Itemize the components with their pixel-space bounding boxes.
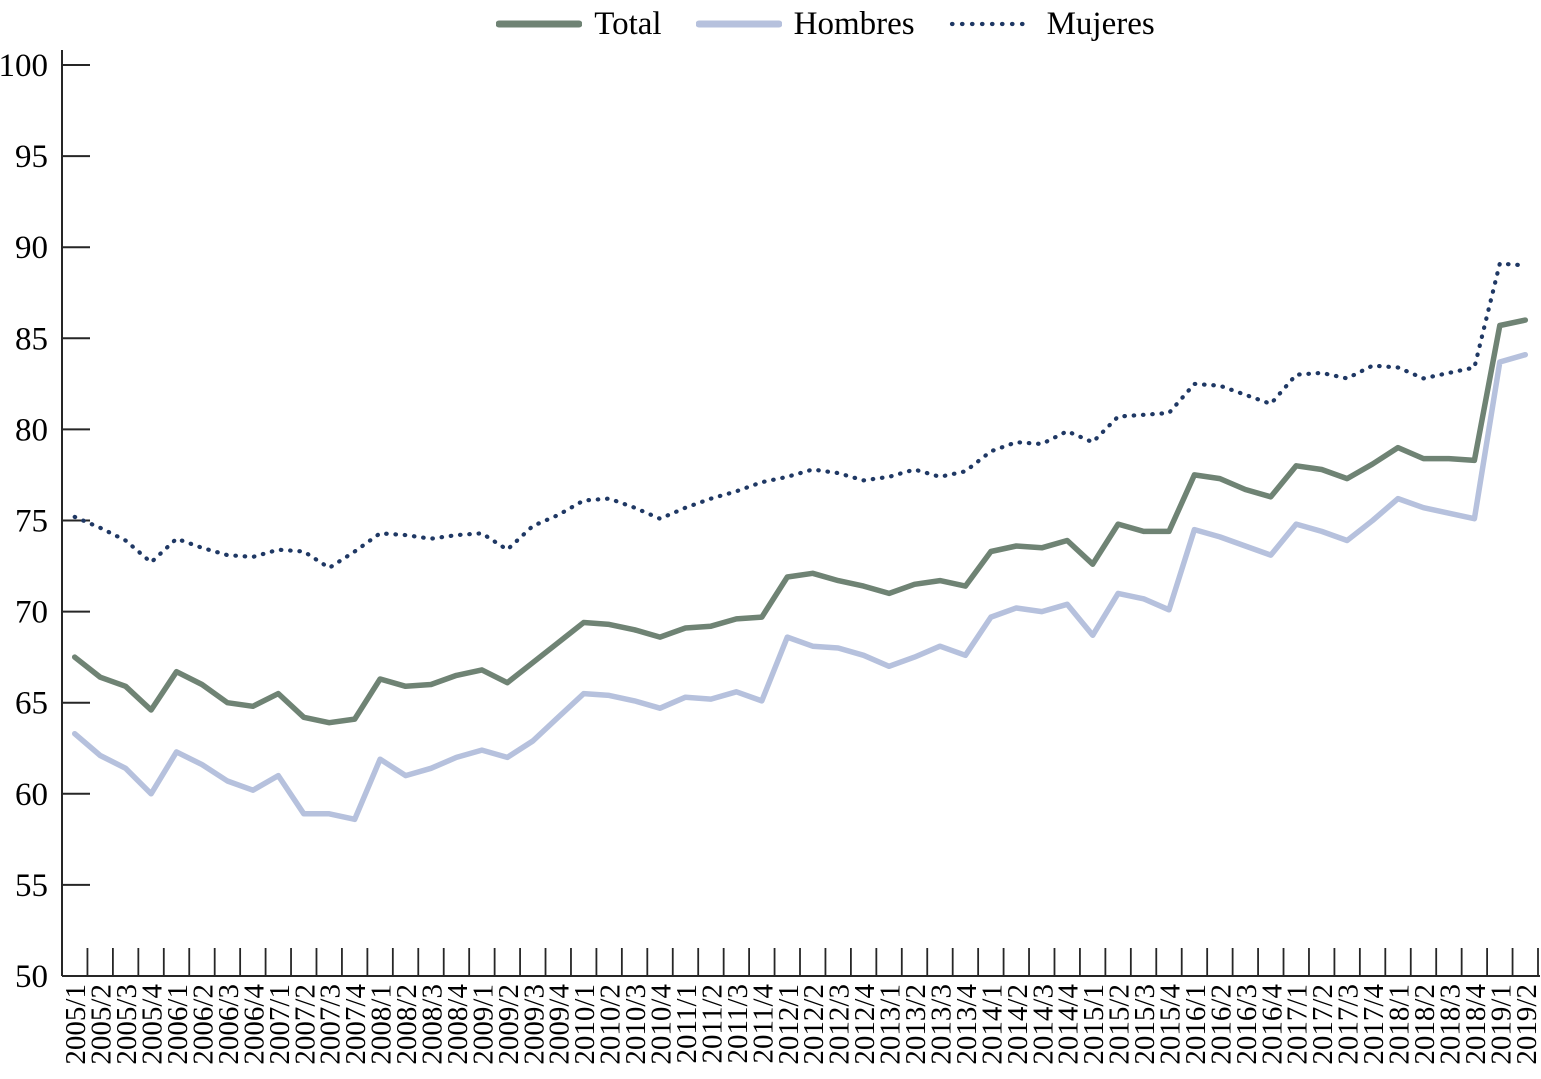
x-axis-label: 2007/3 <box>315 984 347 1065</box>
x-axis-label: 2012/4 <box>849 984 881 1065</box>
x-axis-label: 2009/2 <box>493 984 525 1065</box>
x-axis-ticks <box>61 948 1539 976</box>
y-axis-ticks <box>62 64 90 977</box>
x-axis-label: 2007/2 <box>289 984 321 1065</box>
y-axis-label: 55 <box>15 868 48 904</box>
y-axis-labels: 50 55 60 65 70 75 80 85 90 95 100 <box>0 48 48 995</box>
series-line-hombres <box>71 351 1529 823</box>
x-axis-label: 2015/4 <box>1155 984 1187 1065</box>
axes <box>61 50 1540 977</box>
x-axis-label: 2019/2 <box>1511 984 1541 1065</box>
x-axis-label: 2013/1 <box>875 984 907 1065</box>
x-axis-label: 2006/2 <box>187 984 219 1065</box>
x-axis-label: 2008/4 <box>442 984 474 1065</box>
y-axis-label: 95 <box>15 139 48 175</box>
x-axis-label: 2011/1 <box>671 984 703 1063</box>
x-axis-label: 2017/4 <box>1358 984 1390 1065</box>
x-axis-label: 2016/2 <box>1205 984 1237 1065</box>
y-axis-label: 65 <box>15 686 48 722</box>
y-axis-label: 85 <box>15 321 48 357</box>
x-axis-label: 2005/2 <box>86 984 118 1065</box>
x-axis-label: 2008/1 <box>366 984 398 1065</box>
y-axis-label: 75 <box>15 504 48 540</box>
x-axis-label: 2016/3 <box>1231 984 1263 1065</box>
x-axis-label: 2011/2 <box>696 984 728 1063</box>
x-axis-label: 2008/3 <box>417 984 449 1065</box>
x-axis-label: 2007/1 <box>264 984 296 1065</box>
x-axis-label: 2011/4 <box>747 984 779 1064</box>
x-axis-label: 2018/1 <box>1384 984 1416 1065</box>
x-axis-label: 2008/2 <box>391 984 423 1065</box>
x-axis-label: 2013/4 <box>951 984 983 1065</box>
x-axis-label: 2006/1 <box>162 984 194 1065</box>
x-axis-label: 2018/2 <box>1409 984 1441 1065</box>
x-axis-label: 2016/4 <box>1256 984 1288 1065</box>
x-axis-label: 2013/2 <box>900 984 932 1065</box>
y-axis-label: 100 <box>0 48 48 84</box>
x-axis-label: 2005/3 <box>111 984 143 1065</box>
x-axis-label: 2006/4 <box>238 984 270 1065</box>
x-axis-label: 2019/1 <box>1485 984 1517 1065</box>
x-axis-label: 2006/3 <box>213 984 245 1065</box>
x-axis-label: 2016/1 <box>1180 984 1212 1065</box>
x-axis-label: 2014/3 <box>1027 984 1059 1065</box>
x-axis-label: 2009/3 <box>518 984 550 1065</box>
y-axis-label: 60 <box>15 777 48 813</box>
x-axis-label: 2015/2 <box>1104 984 1136 1065</box>
x-axis-label: 2009/4 <box>544 984 576 1065</box>
x-axis-label: 2012/1 <box>773 984 805 1065</box>
y-axis-label: 70 <box>15 595 48 631</box>
x-axis-label: 2013/3 <box>925 984 957 1065</box>
y-axis-label: 90 <box>15 230 48 266</box>
x-axis-label: 2017/2 <box>1307 984 1339 1065</box>
x-axis-label: 2010/3 <box>620 984 652 1065</box>
x-axis-label: 2005/4 <box>137 984 169 1065</box>
y-axis-label: 80 <box>15 412 48 448</box>
series-line-total <box>71 317 1529 726</box>
x-axis-label: 2012/3 <box>824 984 856 1065</box>
x-axis-label: 2010/4 <box>646 984 678 1065</box>
x-axis-label: 2005/1 <box>60 984 92 1065</box>
x-axis-label: 2018/3 <box>1434 984 1466 1065</box>
x-axis-label: 2007/4 <box>340 984 372 1065</box>
x-axis-label: 2010/1 <box>569 984 601 1065</box>
y-axis-label: 50 <box>15 959 48 995</box>
x-axis-label: 2017/3 <box>1333 984 1365 1065</box>
x-axis-label: 2011/3 <box>722 984 754 1063</box>
x-axis-label: 2014/1 <box>976 984 1008 1065</box>
x-axis-label: 2009/1 <box>467 984 499 1065</box>
x-axis-label: 2012/2 <box>798 984 830 1065</box>
x-axis-label: 2010/2 <box>595 984 627 1065</box>
x-axis-label: 2014/4 <box>1053 984 1085 1065</box>
x-axis-label: 2017/1 <box>1282 984 1314 1065</box>
x-axis-label: 2015/1 <box>1078 984 1110 1065</box>
x-axis-labels: 2005/12005/22005/32005/42006/12006/22006… <box>60 984 1541 1065</box>
x-axis-label: 2014/2 <box>1002 984 1034 1065</box>
series-line-mujeres <box>72 261 1528 571</box>
x-axis-label: 2018/4 <box>1460 984 1492 1065</box>
x-axis-label: 2015/3 <box>1129 984 1161 1065</box>
